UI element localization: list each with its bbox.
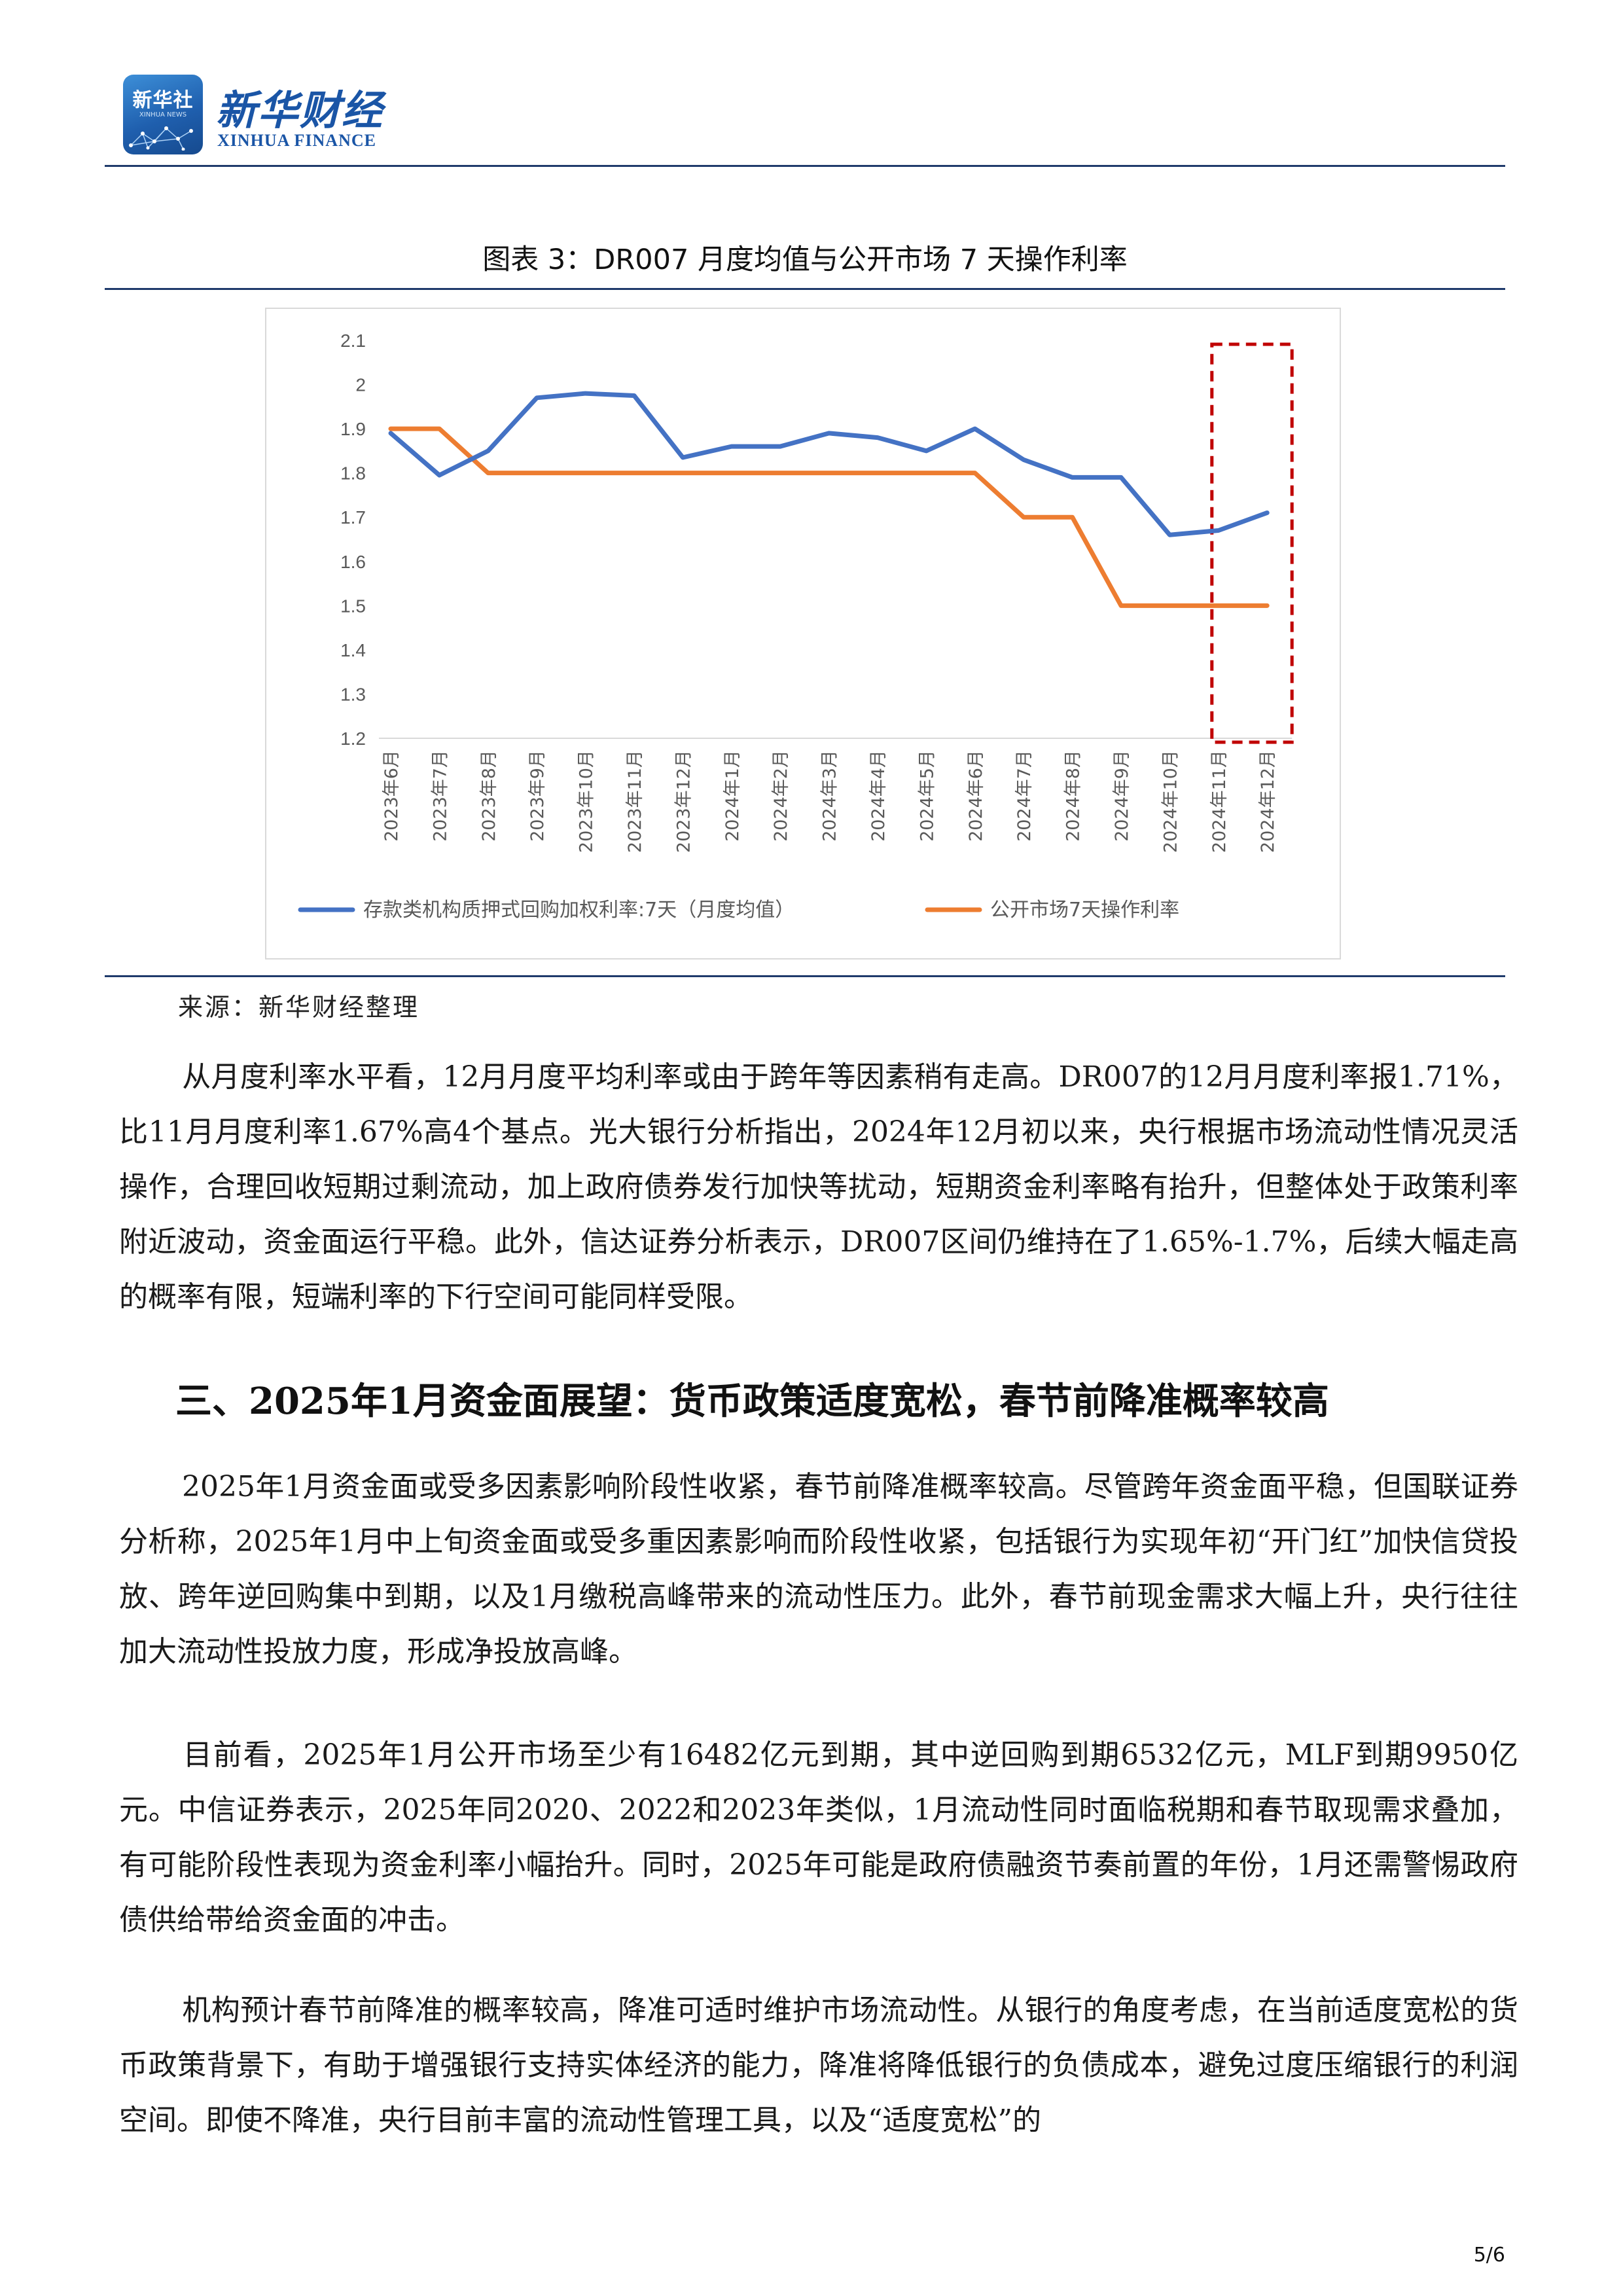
page-number: 5/6	[1473, 2244, 1505, 2267]
x-tick-label: 2023年12月	[673, 750, 694, 853]
paragraph-4-text: 机构预计春节前降准的概率较高，降准可适时维护市场流动性。从银行的角度考虑，在当前…	[119, 1994, 1518, 2137]
x-tick-label: 2024年3月	[820, 750, 840, 842]
highlight-dashed-box	[1210, 342, 1294, 744]
x-tick-label: 2024年10月	[1160, 750, 1181, 853]
x-tick-label: 2024年11月	[1209, 750, 1230, 853]
figure-source: 来源：新华财经整理	[178, 993, 420, 1022]
y-tick-label: 1.4	[340, 640, 366, 660]
x-tick-label: 2023年11月	[625, 750, 645, 853]
y-tick-label: 1.2	[340, 728, 366, 749]
x-tick-label: 2024年8月	[1063, 750, 1084, 842]
series-line	[388, 426, 1270, 608]
y-tick-label: 1.5	[340, 596, 366, 616]
x-tick-label: 2023年8月	[479, 750, 499, 842]
legend-label: 存款类机构质押式回购加权利率:7天（月度均值）	[363, 899, 794, 922]
paragraph-3-text: 目前看，2025年1月公开市场至少有16482亿元到期，其中逆回购到期6532亿…	[119, 1738, 1518, 1937]
x-tick-label: 2024年6月	[966, 750, 986, 842]
y-tick-label: 2	[355, 375, 366, 395]
x-tick-label: 2024年9月	[1112, 750, 1132, 842]
brand-name-en: XINHUA FINANCE	[217, 131, 376, 150]
network-icon	[129, 126, 193, 151]
section-heading: 三、2025年1月资金面展望：货币政策适度宽松，春节前降准概率较高	[175, 1380, 1329, 1423]
y-tick-label: 1.7	[340, 507, 366, 528]
xinhua-badge-text: 新华社	[132, 89, 194, 112]
xinhua-logo-badge: 新华社 XINHUA NEWS	[123, 75, 203, 154]
xinhua-badge-sub: XINHUA NEWS	[139, 111, 187, 118]
figure-top-rule	[105, 288, 1505, 290]
y-tick-label: 2.1	[340, 331, 366, 351]
header-divider	[105, 165, 1505, 167]
paragraph-4: 机构预计春节前降准的概率较高，降准可适时维护市场流动性。从银行的角度考虑，在当前…	[119, 1983, 1518, 2148]
paragraph-1: 从月度利率水平看，12月月度平均利率或由于跨年等因素稍有走高。DR007的12月…	[119, 1050, 1518, 1325]
paragraph-1-text: 从月度利率水平看，12月月度平均利率或由于跨年等因素稍有走高。DR007的12月…	[119, 1060, 1518, 1314]
brand-name-cn: 新华财经	[216, 86, 384, 134]
paragraph-2: 2025年1月资金面或受多因素影响阶段性收紧，春节前降准概率较高。尽管跨年资金面…	[119, 1460, 1518, 1679]
y-tick-label: 1.8	[340, 463, 366, 484]
y-tick-label: 1.3	[340, 684, 366, 704]
paragraph-3: 目前看，2025年1月公开市场至少有16482亿元到期，其中逆回购到期6532亿…	[119, 1728, 1518, 1948]
x-tick-label: 2024年7月	[1014, 750, 1035, 842]
y-tick-label: 1.9	[340, 419, 366, 439]
chart-frame: 2.1 2 1.9 1.8 1.7 1.6 1.5 1.4 1.3 1.2 2023年6月 2023年…	[265, 308, 1341, 960]
page-header: 新华社 XINHUA NEWS 新华财经 XINHUA FINANCE	[118, 73, 1505, 165]
x-tick-label: 2023年6月	[382, 750, 402, 842]
x-tick-label: 2024年5月	[917, 750, 937, 842]
legend-label: 公开市场7天操作利率	[990, 899, 1179, 922]
x-tick-label: 2023年10月	[577, 750, 597, 853]
series-line	[388, 391, 1270, 537]
x-tick-label: 2024年12月	[1258, 750, 1278, 853]
figure-title: 图表 3：DR007 月度均值与公开市场 7 天操作利率	[482, 243, 1128, 276]
x-tick-label: 2023年9月	[527, 750, 548, 842]
x-tick-label: 2024年2月	[771, 750, 791, 842]
x-tick-label: 2024年4月	[868, 750, 889, 842]
y-tick-label: 1.6	[340, 552, 366, 572]
x-tick-label: 2023年7月	[430, 750, 450, 842]
x-tick-label: 2024年1月	[722, 750, 743, 842]
paragraph-2-text: 2025年1月资金面或受多因素影响阶段性收紧，春节前降准概率较高。尽管跨年资金面…	[119, 1470, 1518, 1668]
line-chart: 2.1 2 1.9 1.8 1.7 1.6 1.5 1.4 1.3 1.2 2023年6月 2023年…	[298, 331, 1294, 922]
figure-bottom-rule	[105, 975, 1505, 977]
